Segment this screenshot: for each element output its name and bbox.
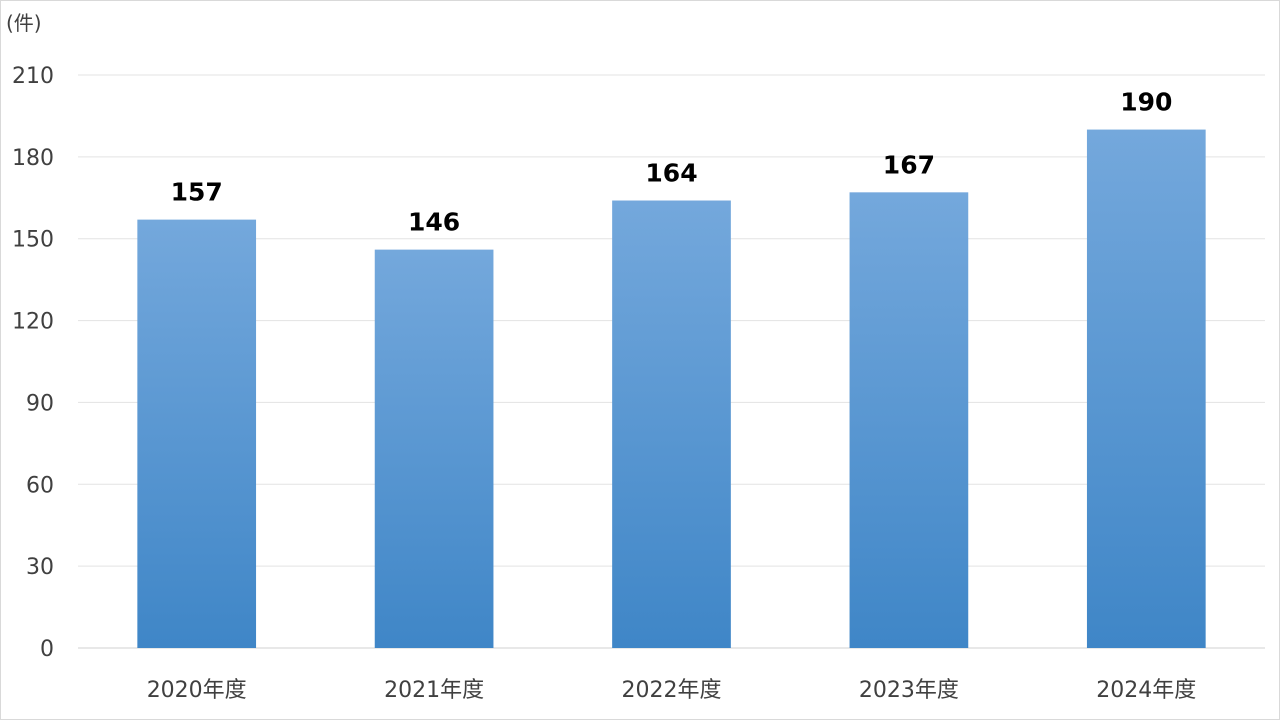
x-category-label: 2023年度 — [859, 678, 959, 703]
x-axis-categories: 2020年度 2021年度 2022年度 2023年度 2024年度 — [147, 678, 1197, 703]
x-category-label: 2021年度 — [384, 678, 484, 703]
y-tick-label: 60 — [26, 473, 54, 498]
data-label: 146 — [408, 208, 460, 237]
data-label: 190 — [1120, 88, 1172, 117]
x-category-label: 2022年度 — [622, 678, 722, 703]
x-category-label: 2024年度 — [1096, 678, 1196, 703]
y-tick-label: 180 — [12, 146, 54, 171]
bar — [137, 219, 257, 648]
bars — [137, 129, 1206, 649]
bar — [849, 192, 969, 649]
data-label: 164 — [645, 159, 697, 188]
y-tick-label: 150 — [12, 228, 54, 253]
unit-label: (件) — [6, 11, 42, 35]
y-tick-label: 0 — [40, 637, 54, 662]
bar — [1086, 129, 1206, 649]
y-tick-label: 90 — [26, 391, 54, 416]
data-label: 157 — [171, 178, 223, 207]
y-tick-label: 210 — [12, 64, 54, 89]
x-category-label: 2020年度 — [147, 678, 247, 703]
bar — [374, 249, 494, 648]
y-axis-ticks: 0 30 60 90 120 150 180 210 — [12, 64, 54, 662]
bar — [612, 200, 731, 648]
data-label: 167 — [883, 150, 935, 179]
y-tick-label: 30 — [26, 555, 54, 580]
gridlines — [78, 74, 1265, 649]
y-tick-label: 120 — [12, 310, 54, 335]
data-labels: 157 146 164 167 190 — [171, 88, 1173, 237]
